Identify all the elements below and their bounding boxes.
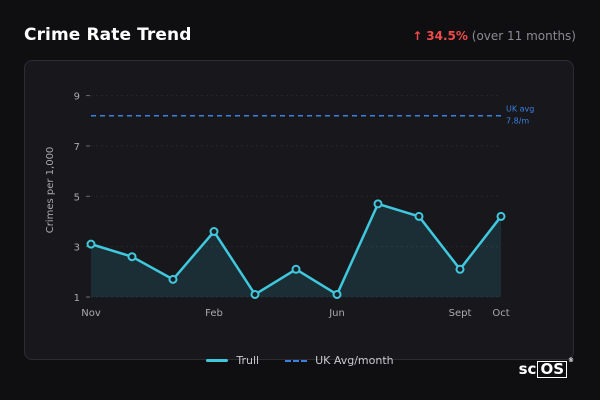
series-area [91,203,501,297]
page-title: Crime Rate Trend [24,25,192,45]
y-tick-label: 1 [74,293,80,304]
x-tick-label: Feb [205,308,223,319]
legend-item-trull[interactable]: Trull [206,354,259,367]
data-point [414,211,424,221]
data-point [496,211,506,221]
data-point [168,274,178,284]
y-tick-label: 5 [74,192,80,203]
change-percent: 34.5% [426,29,468,43]
x-axis: Nov Feb Jun Sept Oct [81,308,509,319]
y-axis: 1 3 5 7 9 [74,92,90,304]
x-tick-label: Nov [81,308,101,319]
y-tick-label: 7 [74,142,80,153]
up-arrow-icon: ↑ [412,29,423,43]
legend-swatch-trull [206,359,229,362]
x-tick-label: Oct [492,308,509,319]
data-point [250,289,260,299]
grid [91,95,501,298]
x-tick-label: Sept [449,308,472,319]
data-point [209,227,219,237]
change-note: (over 11 months) [471,29,576,43]
legend-label-uk-avg: UK Avg/month [315,354,394,367]
chart-card [24,60,574,360]
y-axis-label: Crimes per 1,000 [45,147,56,234]
legend-swatch-uk-avg [285,359,308,362]
uk-avg-reference: UK avg 7.8/m [91,105,534,126]
scos-logo: sc OS ® [518,357,574,378]
change-indicator: ↑ 34.5% (over 11 months) [412,29,576,43]
data-point [373,199,383,209]
reference-label: UK avg [506,105,534,114]
logo-prefix: sc [518,360,537,378]
data-point [332,289,342,299]
logo-registered-mark: ® [568,357,574,364]
data-point [291,264,301,274]
x-tick-label: Jun [328,308,345,319]
y-tick-label: 9 [74,92,80,103]
data-point [86,239,96,249]
reference-value: 7.8/m [506,117,529,126]
legend-item-uk-avg[interactable]: UK Avg/month [285,354,394,367]
legend: Trull UK Avg/month [0,354,600,367]
y-tick-label: 3 [74,243,80,254]
data-point [127,252,137,262]
series-trull [86,199,506,299]
logo-boxed: OS [537,361,567,378]
data-point [455,264,465,274]
legend-label-trull: Trull [236,354,260,367]
